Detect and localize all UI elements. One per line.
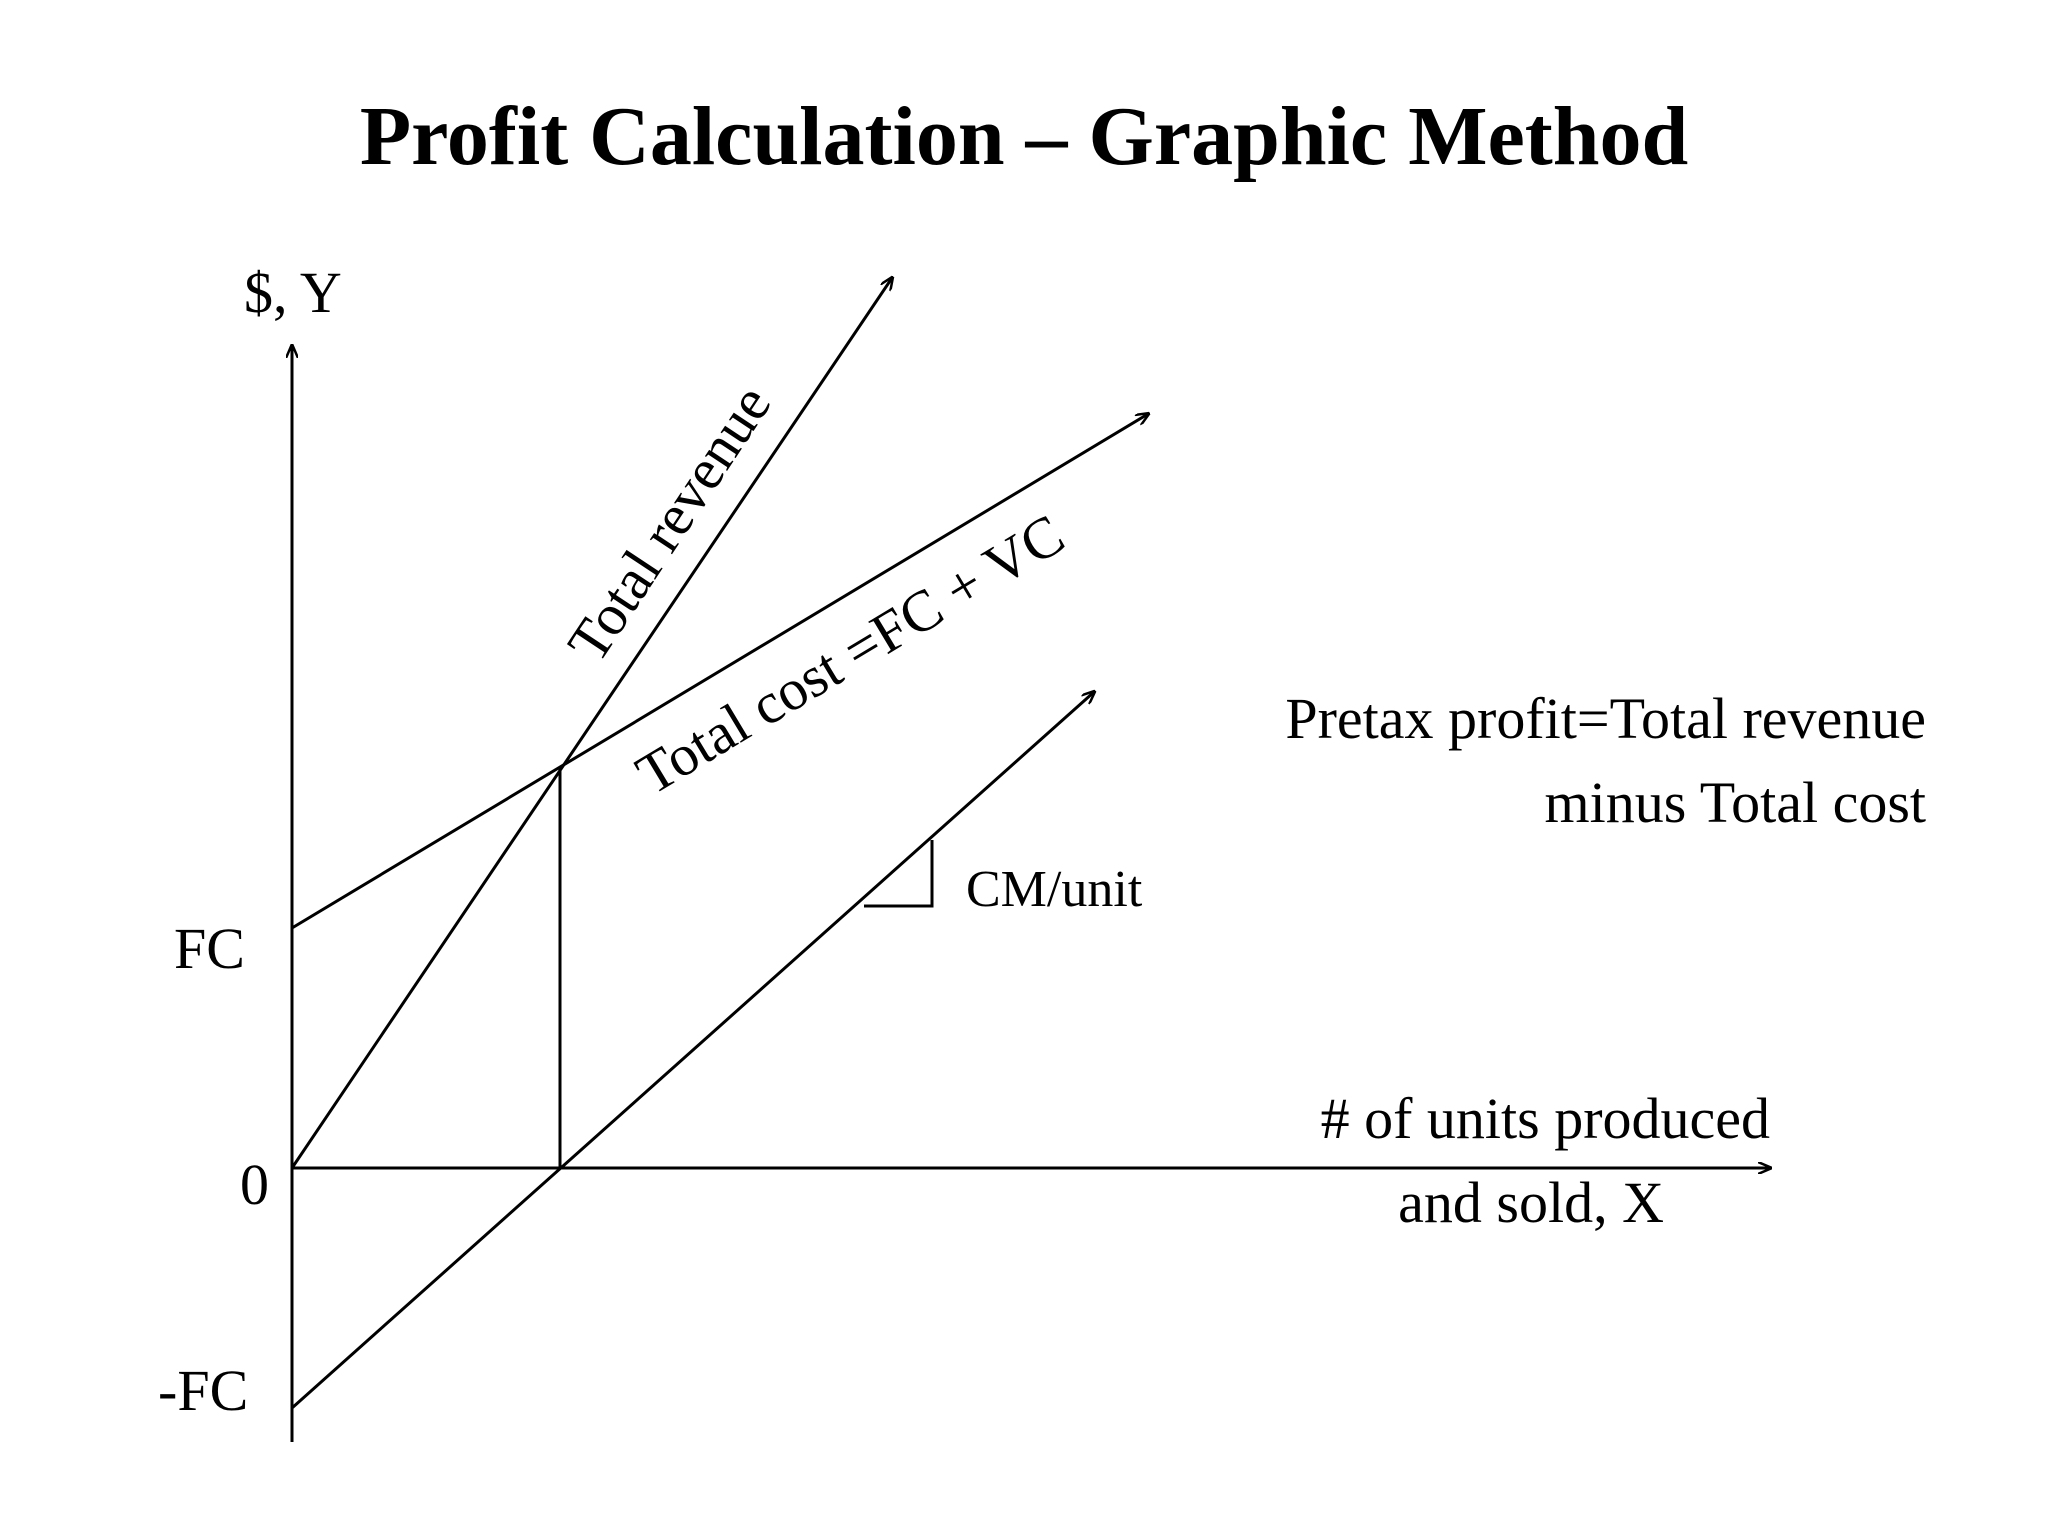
x-axis-label-line2: and sold, X	[1398, 1170, 1664, 1235]
cm-unit-label: CM/unit	[966, 861, 1143, 918]
profit-label-line1: Pretax profit=Total revenue	[1285, 686, 1926, 751]
zero-label: 0	[240, 1152, 269, 1217]
cm-unit-triangle	[864, 840, 934, 908]
total-cost-line	[291, 414, 1148, 930]
fc-label: FC	[174, 916, 245, 981]
x-axis-label-line1: # of units produced	[1321, 1086, 1770, 1151]
page-title: Profit Calculation – Graphic Method	[359, 90, 1689, 183]
profit-label-line2: minus Total cost	[1544, 770, 1926, 835]
neg-fc-label: -FC	[158, 1358, 248, 1423]
profit-line	[291, 692, 1094, 1410]
total-revenue-line	[290, 278, 892, 1169]
total-cost-label: Total cost =FC + VC	[625, 501, 1075, 807]
total-revenue-label: Total revenue	[555, 373, 784, 673]
y-axis-label: $, Y	[244, 260, 342, 325]
